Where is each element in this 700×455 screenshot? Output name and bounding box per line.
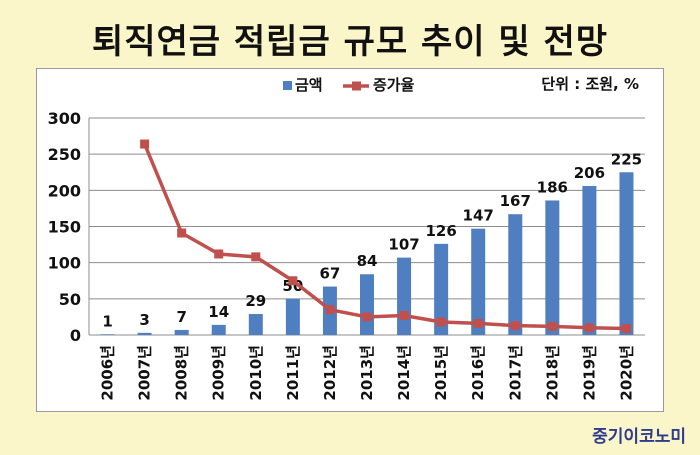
growth-marker xyxy=(547,321,557,331)
bar-data-label: 14 xyxy=(208,303,229,321)
x-tick-label: 2017년 xyxy=(506,345,524,401)
bar xyxy=(397,257,412,335)
bar-data-label: 29 xyxy=(245,292,266,310)
growth-marker xyxy=(325,305,335,315)
x-tick-label: 2007년 xyxy=(136,345,154,401)
bar xyxy=(137,332,152,335)
bar xyxy=(471,228,486,335)
bar-data-label: 3 xyxy=(139,311,149,329)
bar xyxy=(360,274,374,335)
x-tick-label: 2011년 xyxy=(284,345,302,401)
growth-marker xyxy=(288,276,298,286)
bar xyxy=(285,298,300,335)
growth-line xyxy=(142,143,627,331)
y-tick-label: 250 xyxy=(48,145,81,164)
y-tick-label: 50 xyxy=(59,290,81,309)
bar-data-label: 50 xyxy=(282,277,303,295)
bar-data-label: 7 xyxy=(176,308,186,326)
x-tick-label: 2020년 xyxy=(617,345,635,401)
growth-marker xyxy=(399,310,409,320)
x-tick-label: 2015년 xyxy=(432,345,450,401)
x-tick-label: 2014년 xyxy=(395,345,413,401)
bar-data-label: 186 xyxy=(537,178,568,196)
bar-data-label: 1 xyxy=(102,312,112,330)
x-tick-label: 2018년 xyxy=(543,345,561,401)
bar xyxy=(545,200,560,335)
x-tick-label: 2016년 xyxy=(469,345,487,401)
growth-marker xyxy=(140,139,150,149)
growth-marker xyxy=(362,312,372,322)
growth-marker xyxy=(473,318,483,328)
bar xyxy=(582,185,597,335)
unit-note: 단위 : 조원, % xyxy=(541,75,639,93)
grid xyxy=(88,117,645,336)
bar-labels: 1 3 7 14 29 50 67 84 107 126 147 167 186 206 225 xyxy=(102,150,642,330)
x-axis: 2006년 2007년 2008년 2009년 2010년 2011년 2012년 2013년… xyxy=(99,345,636,401)
x-tick-label: 2009년 xyxy=(210,345,228,401)
chart-svg: 0 50 100 150 200 250 300 1 3 7 14 29 50 67 84 107 126 14… xyxy=(48,75,645,401)
growth-marker xyxy=(621,323,631,333)
bar-data-label: 84 xyxy=(357,252,378,270)
line-series xyxy=(140,139,631,333)
chart-title: 퇴직연금 적립금 규모 추이 및 전망 xyxy=(91,22,609,62)
x-tick-label: 2008년 xyxy=(173,345,191,401)
bar xyxy=(508,214,523,335)
bar-data-label: 206 xyxy=(574,164,605,182)
y-tick-label: 300 xyxy=(48,109,81,128)
x-tick-label: 2010년 xyxy=(247,345,265,401)
bar xyxy=(174,329,189,335)
legend: 금액 증가율 xyxy=(283,76,415,94)
growth-marker xyxy=(251,252,261,262)
x-tick-label: 2012년 xyxy=(321,345,339,401)
growth-marker xyxy=(510,321,520,331)
growth-marker xyxy=(177,228,187,238)
y-tick-label: 150 xyxy=(48,218,81,237)
growth-marker xyxy=(436,317,446,327)
legend-swatch-bar xyxy=(283,81,292,90)
growth-marker xyxy=(584,323,594,333)
growth-marker xyxy=(214,249,224,259)
bar xyxy=(248,314,263,335)
bar xyxy=(211,324,226,335)
legend-swatch-marker xyxy=(352,81,361,91)
legend-label: 금액 xyxy=(295,76,323,94)
y-tick-label: 200 xyxy=(48,181,81,200)
y-tick-label: 0 xyxy=(70,326,81,345)
bar xyxy=(619,172,634,335)
y-tick-label: 100 xyxy=(48,254,81,273)
brand-logo: 중기이코노미 xyxy=(592,427,686,447)
x-tick-label: 2006년 xyxy=(99,345,117,401)
x-tick-label: 2013년 xyxy=(358,345,376,401)
x-tick-label: 2019년 xyxy=(580,345,598,401)
bar-data-label: 67 xyxy=(319,265,340,283)
legend-label: 증가율 xyxy=(373,76,415,94)
bar-data-label: 147 xyxy=(463,207,494,225)
bar xyxy=(100,334,115,335)
bar-data-label: 126 xyxy=(425,222,456,240)
bar xyxy=(434,243,449,335)
bar-data-label: 107 xyxy=(388,236,419,254)
bar-data-label: 225 xyxy=(611,150,642,168)
y-axis: 0 50 100 150 200 250 300 xyxy=(48,109,81,345)
bar-data-label: 167 xyxy=(500,192,531,210)
chart-panel: 0 50 100 150 200 250 300 1 3 7 14 29 50 67 84 107 126 14… xyxy=(36,68,664,412)
